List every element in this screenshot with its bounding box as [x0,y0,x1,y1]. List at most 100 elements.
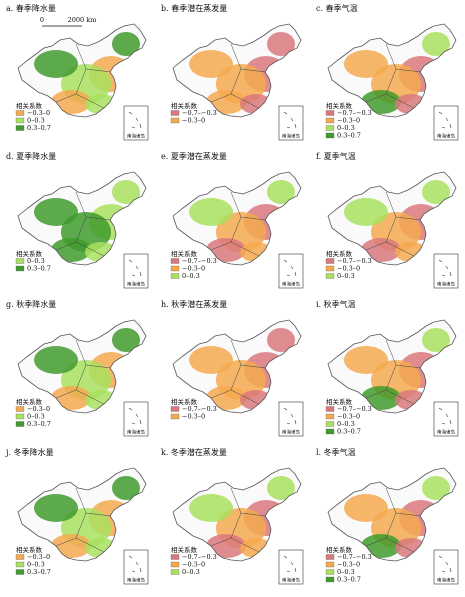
region [344,198,388,226]
map-fill [34,32,140,114]
map-fill [344,476,450,558]
legend-label: −0.3–0 [182,413,205,421]
legend-swatch [170,554,180,560]
province-lines [55,339,112,405]
panel-title: i. 秋季气温 [316,299,356,309]
legend-swatch [325,413,335,420]
legend-label: −0.7–−0.3 [182,257,217,265]
region [422,476,450,500]
legend-label: −0.7–−0.3 [337,553,372,561]
legend-swatch [325,132,335,139]
region [267,328,295,352]
province-lines [55,43,112,109]
inset-label: 南海诸岛 [437,429,455,436]
china-map [172,319,302,414]
legend-label: 0–0.3 [337,568,355,576]
region [34,494,78,522]
legend-label: 0–0.3 [337,272,355,280]
province-lines [210,191,267,257]
province-lines [210,487,267,553]
legend-swatch [325,265,335,272]
inset-label: 南海诸岛 [127,281,145,288]
region [51,386,91,410]
legend-title: 相关系数 [326,101,353,110]
panel-title: k. 冬季潜在蒸发量 [161,447,227,457]
panel-title: h. 秋季潜在蒸发量 [161,299,227,309]
region [189,494,233,522]
legend-swatch [170,117,180,124]
legend-swatch [170,265,180,272]
scale-start: 0 [40,16,44,24]
inset-box [433,401,459,437]
province-lines [210,339,267,405]
province-lines [365,339,422,405]
panel-title: d. 夏季降水量 [6,151,56,161]
legend-title: 相关系数 [16,397,43,406]
legend-label: 0–0.3 [27,257,45,265]
inset-islands [128,407,142,425]
region [34,346,78,374]
map-fill [189,476,295,558]
panel-title: e. 夏季潜在蒸发量 [161,151,227,161]
legend-swatch [325,258,335,264]
inset-box [123,253,149,289]
region [344,494,388,522]
inset-islands [283,111,297,129]
region [344,346,388,374]
legend-title: 相关系数 [171,397,198,406]
inset-label: 南海诸岛 [282,281,300,288]
legend-swatch [170,561,180,568]
legend-label: 0–0.3 [337,420,355,428]
region [189,50,233,78]
inset-box [278,549,304,585]
region [361,90,401,114]
region [112,328,140,352]
legend-title: 相关系数 [16,101,43,110]
map-fill [344,32,450,114]
legend-label: −0.3–0 [337,561,360,569]
region [51,534,91,558]
legend-swatch [15,421,25,427]
inset-label: 南海诸岛 [437,281,455,288]
legend-label: 0.3–0.7 [27,420,51,428]
province-lines [365,191,422,257]
inset-islands [438,555,452,573]
legend-swatch [325,428,335,435]
inset-box [278,253,304,289]
legend-swatch [15,125,25,131]
region [422,328,450,352]
legend-title: 相关系数 [326,545,353,554]
legend-label: 0–0.3 [337,124,355,132]
legend-swatch [325,554,335,560]
legend-title: 相关系数 [171,101,198,110]
legend-swatch [15,110,25,116]
legend-label: −0.7–−0.3 [182,553,217,561]
map-fill [34,180,140,262]
legend-title: 相关系数 [171,545,198,554]
legend-title: 相关系数 [16,249,43,258]
legend-label: 0.3–0.7 [337,428,361,436]
legend-label: 0–0.3 [27,117,45,125]
inset-label: 南海诸岛 [127,133,145,140]
region [189,346,233,374]
inset-box [123,105,149,141]
map-fill [34,476,140,558]
region [267,476,295,500]
region [361,386,401,410]
legend-swatch [170,413,180,420]
region [422,32,450,56]
legend-label: 0–0.3 [27,413,45,421]
inset-label: 南海诸岛 [282,429,300,436]
legend-label: −0.3–0 [337,117,360,125]
scale-end: 2000 km [68,16,97,24]
inset-label: 南海诸岛 [127,429,145,436]
province-lines [55,191,112,257]
legend-label: −0.7–−0.3 [337,257,372,265]
inset-box [278,401,304,437]
legend-swatch [325,110,335,116]
